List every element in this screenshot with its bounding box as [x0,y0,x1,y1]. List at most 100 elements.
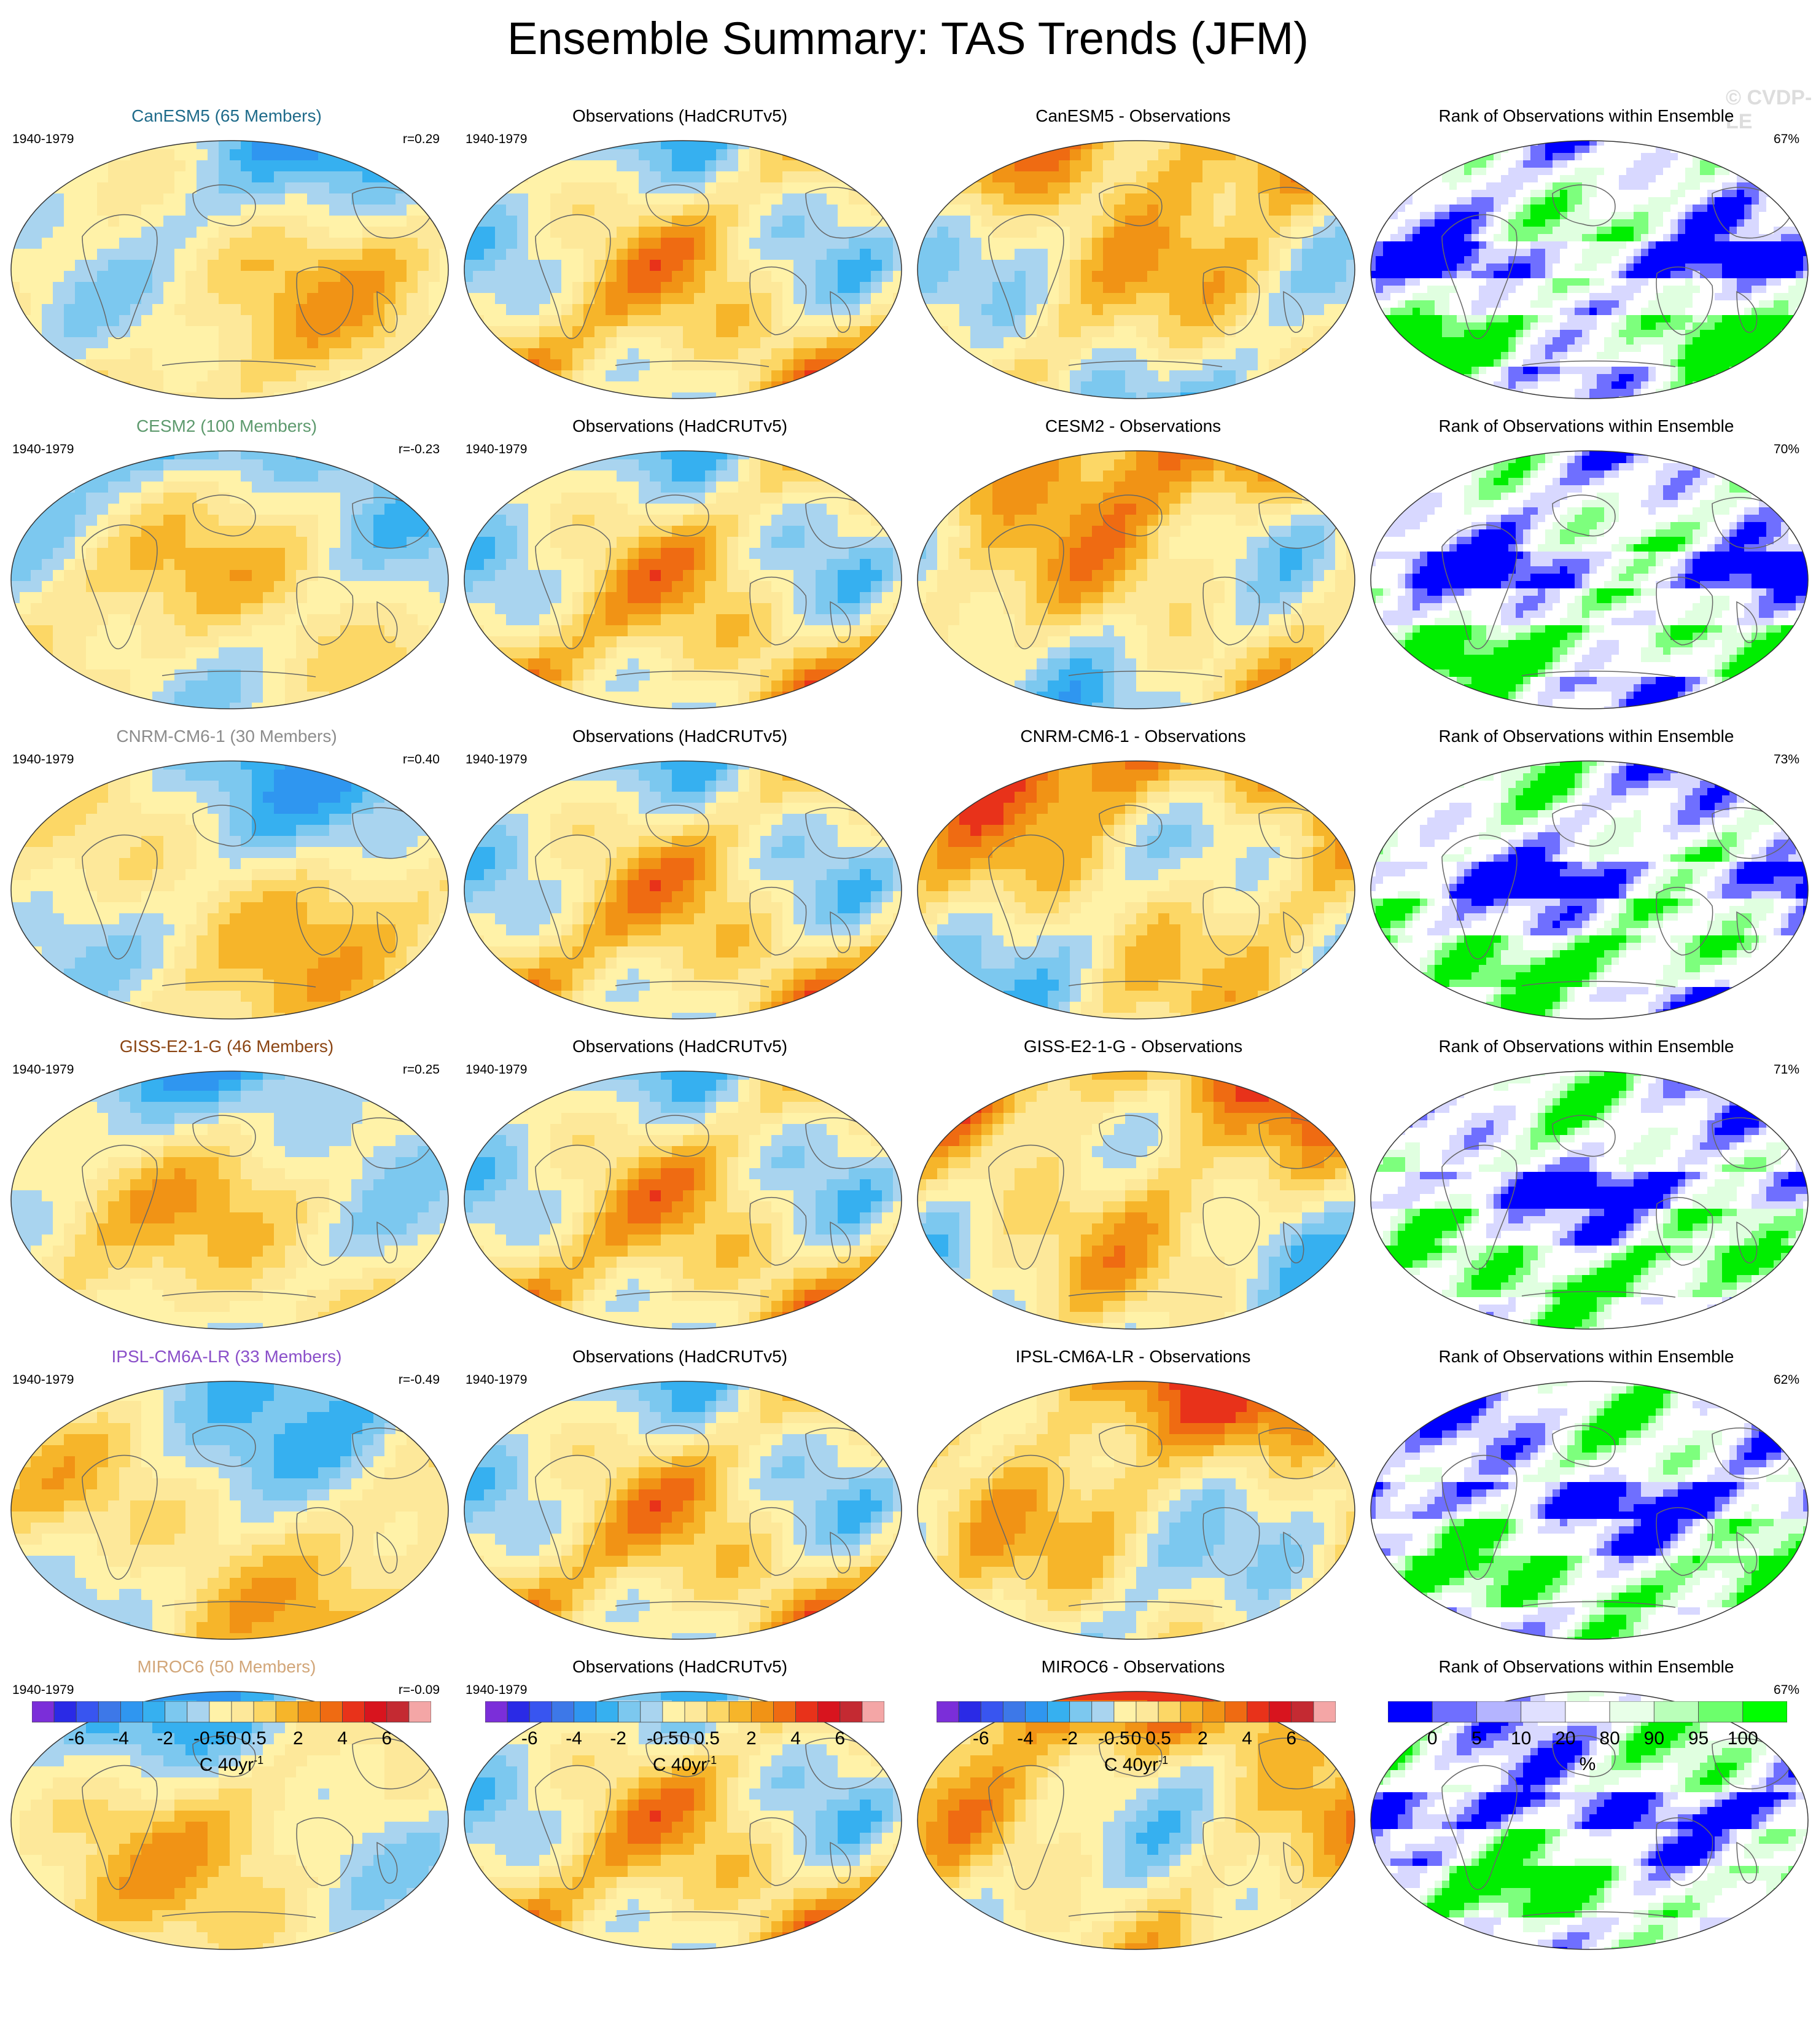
colorbar-swatch [618,1701,641,1723]
colorbar-swatch [142,1701,166,1723]
colorbar-swatch [980,1701,1003,1723]
colorbar-swatch [408,1701,431,1723]
rank-panel: Rank of Observations within Ensemble 71% [1360,1026,1813,1336]
observations-trend-map [464,1071,902,1330]
colorbar-tick-label: -0.5 [1098,1728,1130,1749]
panel-row: MIROC6 (50 Members) 1940-1979 r=-0.09 Obser… [0,1646,1816,1956]
observations-title: Observations (HadCRUTv5) [453,727,906,746]
colorbar-tick-label: 90 [1644,1728,1664,1749]
model-title: CESM2 (100 Members) [0,416,453,436]
watermark: © CVDP-LE [1726,86,1816,134]
colorbar-swatch [795,1701,819,1723]
period-label: 1940-1979 [12,442,74,457]
colorbar-swatch [1388,1701,1433,1723]
colorbar-tick-label: -6 [68,1728,85,1749]
observations-trend-map [464,140,902,399]
rank-percent-label: 67% [1774,1683,1799,1698]
model-panel: MIROC6 (50 Members) 1940-1979 r=-0.09 [0,1646,453,1956]
observations-title: Observations (HadCRUTv5) [453,416,906,436]
colorbar-swatch [342,1701,365,1723]
colorbar-tick-label: -0.5 [193,1728,225,1749]
panel-row: CNRM-CM6-1 (30 Members) 1940-1979 r=0.40 Ob… [0,716,1816,1026]
model-panel: CNRM-CM6-1 (30 Members) 1940-1979 r=0.40 [0,716,453,1026]
colorbar-swatch [275,1701,298,1723]
colorbar-tick-label: -4 [566,1728,582,1749]
colorbar-swatch [958,1701,981,1723]
colorbar-swatch [1291,1701,1314,1723]
colorbar-tick-label: 4 [337,1728,348,1749]
panel-row: GISS-E2-1-G (46 Members) 1940-1979 r=0.25 O… [0,1026,1816,1336]
colorbar-swatch [98,1701,121,1723]
period-label: 1940-1979 [466,1063,527,1077]
colorbar-unit-label: C 40yr-1 [1104,1754,1168,1776]
difference-panel: MIROC6 - Observations [906,1646,1360,1956]
colorbar-swatch [773,1701,796,1723]
colorbar-swatch [1653,1701,1699,1723]
colorbar-swatch [1158,1701,1181,1723]
colorbar-swatch [76,1701,99,1723]
colorbar-tick-label: 4 [1242,1728,1252,1749]
colorbar-swatch [1225,1701,1247,1723]
colorbar-swatch [596,1701,619,1723]
observations-trend-map [464,450,902,709]
observations-panel: Observations (HadCRUTv5) 1940-1979 [453,405,906,716]
observations-panel: Observations (HadCRUTv5) 1940-1979 [453,1336,906,1646]
rank-map [1370,760,1809,1020]
page-title: Ensemble Summary: TAS Trends (JFM) [0,12,1816,64]
colorbar-swatch [862,1701,884,1723]
period-label: 1940-1979 [466,1373,527,1387]
difference-panel: CESM2 - Observations [906,405,1360,716]
observations-title: Observations (HadCRUTv5) [453,1657,906,1677]
colorbar-swatch [1069,1701,1093,1723]
colorbar-rank: 0 5 10 20 80 90 95 100% [1388,1701,1787,1787]
colorbar-swatches [32,1701,431,1723]
colorbar-tick-label: 2 [293,1728,303,1749]
correlation-label: r=0.25 [403,1063,440,1077]
colorbar-swatch [364,1701,388,1723]
model-trend-map [10,1071,449,1330]
colorbar-swatch [1565,1701,1610,1723]
panel-row: CESM2 (100 Members) 1940-1979 r=-0.23 Obser… [0,405,1816,716]
colorbar-swatch [1136,1701,1159,1723]
rank-map [1370,1381,1809,1640]
rank-title: Rank of Observations within Ensemble [1360,416,1813,436]
model-title: CNRM-CM6-1 (30 Members) [0,727,453,746]
correlation-label: r=-0.23 [399,442,440,457]
correlation-label: r=0.40 [403,752,440,767]
colorbar-swatch [53,1701,77,1723]
colorbar-swatches [937,1701,1336,1723]
colorbar-swatch [1476,1701,1522,1723]
colorbar-swatch [706,1701,730,1723]
difference-trend-map [917,760,1355,1020]
colorbar-swatches [1388,1701,1787,1723]
period-label: 1940-1979 [466,1683,527,1698]
rank-panel: Rank of Observations within Ensemble 73% [1360,716,1813,1026]
observations-trend-map [464,1691,902,1950]
observations-title: Observations (HadCRUTv5) [453,106,906,126]
difference-title: CanESM5 - Observations [906,106,1360,126]
rank-panel: Rank of Observations within Ensemble 67% [1360,95,1813,405]
period-label: 1940-1979 [12,1063,74,1077]
colorbar-tick-label: -4 [1017,1728,1034,1749]
colorbar-swatch [1247,1701,1270,1723]
rank-panel: Rank of Observations within Ensemble 62% [1360,1336,1813,1646]
difference-title: CESM2 - Observations [906,416,1360,436]
colorbar-tick-label: 95 [1688,1728,1709,1749]
colorbar-tick-label: 6 [835,1728,845,1749]
observations-trend-map [464,760,902,1020]
rank-map [1370,450,1809,709]
observations-trend-map [464,1381,902,1640]
colorbar-tick-label: 10 [1511,1728,1531,1749]
colorbar-swatch [253,1701,276,1723]
rank-title: Rank of Observations within Ensemble [1360,1347,1813,1367]
colorbar-swatch [209,1701,232,1723]
observations-title: Observations (HadCRUTv5) [453,1037,906,1056]
colorbar-swatch [750,1701,774,1723]
colorbar-tick-label: -2 [610,1728,626,1749]
difference-panel: CanESM5 - Observations [906,95,1360,405]
colorbar-tick-label: -2 [157,1728,173,1749]
colorbar-swatch [551,1701,574,1723]
colorbar-swatch [507,1701,530,1723]
difference-panel: CNRM-CM6-1 - Observations [906,716,1360,1026]
colorbar-observations: -6 -4 -2 -0.5 0 0.5 2 4 6 C 40yr-1 [485,1701,884,1787]
